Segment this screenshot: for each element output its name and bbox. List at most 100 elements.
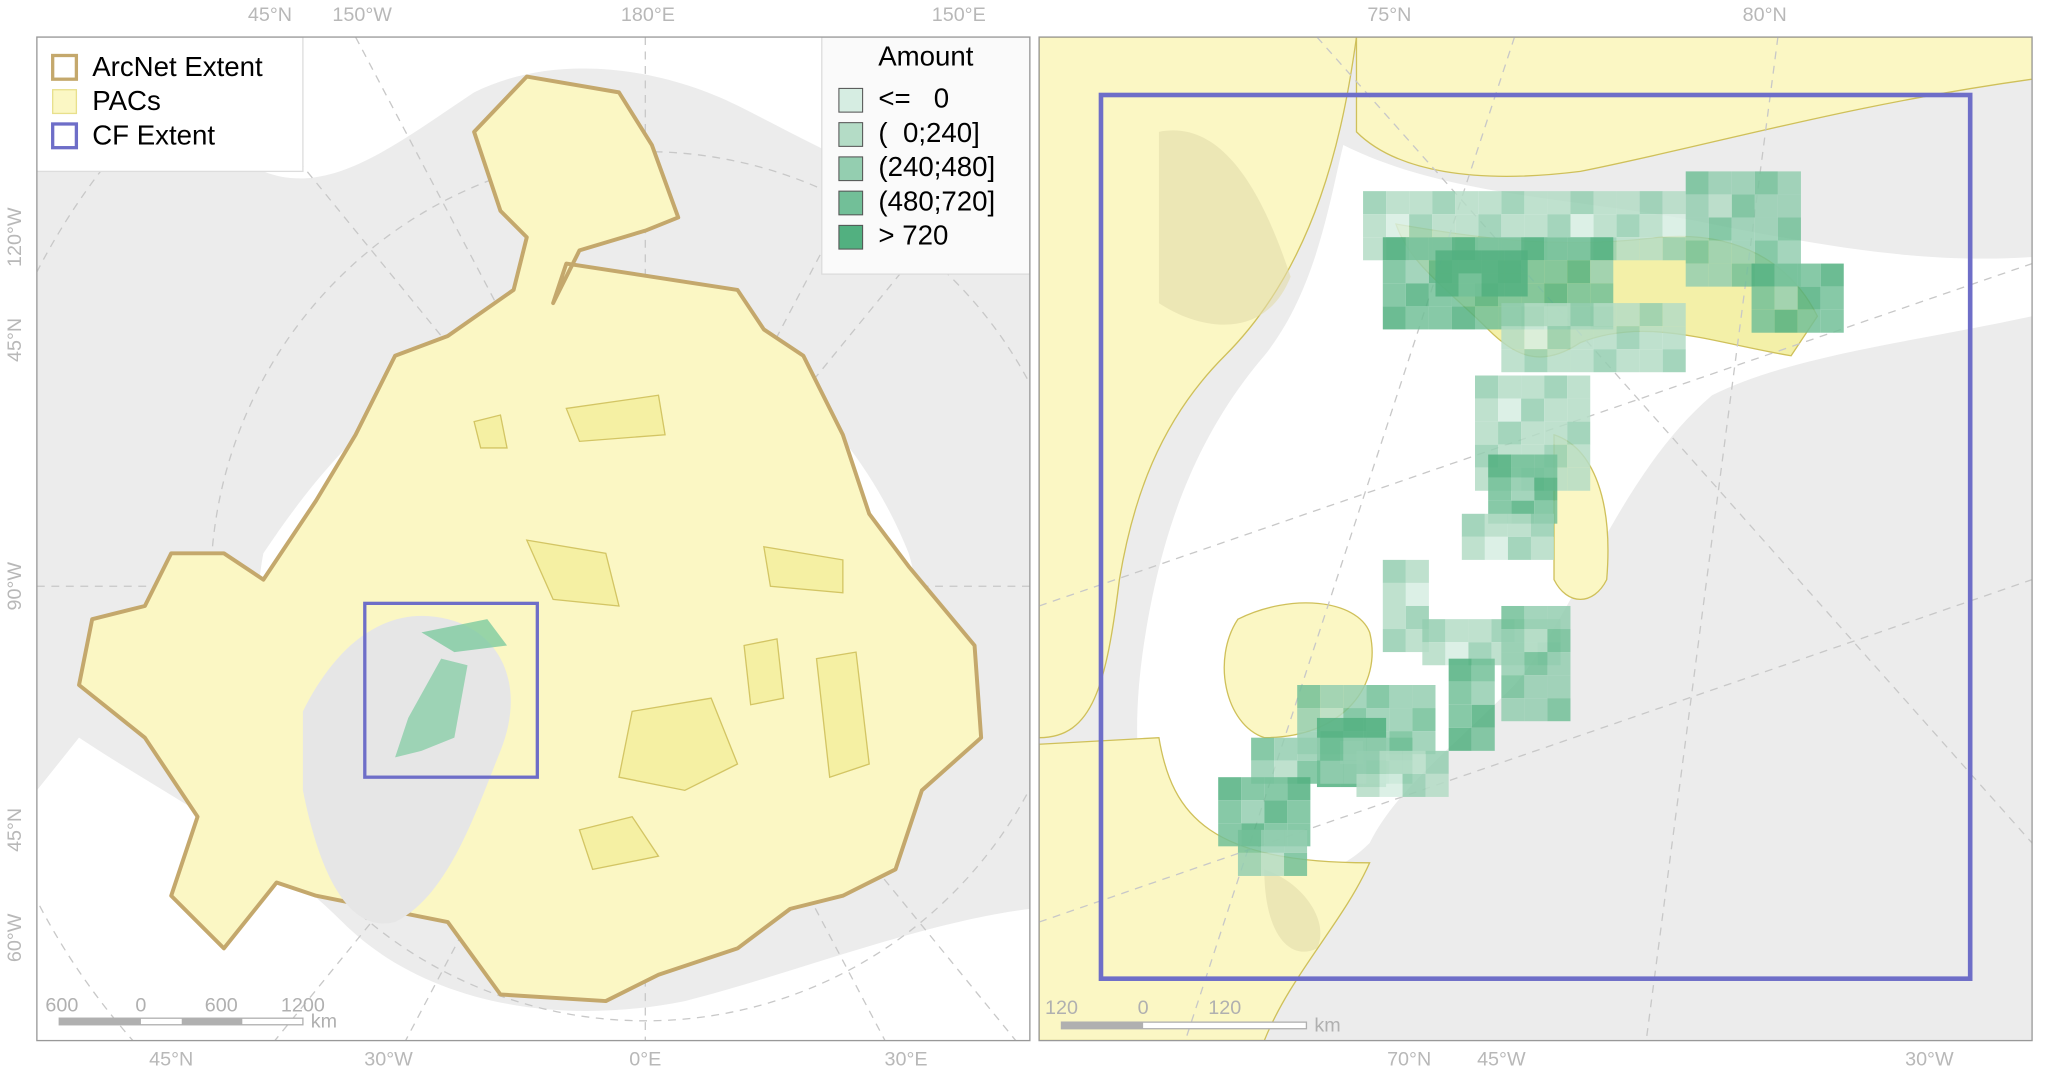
grid-cell: [1662, 214, 1686, 238]
grid-cell: [1435, 273, 1459, 297]
grid-cell: [1448, 704, 1472, 728]
grid-cell: [1488, 454, 1512, 478]
grid-cell: [1524, 303, 1548, 327]
grid-cell: [1567, 444, 1591, 468]
grid-cell: [1731, 194, 1755, 218]
grid-cell: [1820, 309, 1844, 333]
grid-cell: [1382, 629, 1406, 653]
grid-cell: [1797, 286, 1821, 310]
graticule-label: 30°W: [364, 1049, 413, 1071]
grid-cell: [1484, 536, 1508, 560]
grid-cell: [1481, 250, 1505, 274]
grid-cell: [1507, 513, 1531, 537]
legend-swatch: [838, 87, 864, 113]
legend-swatch: [838, 122, 864, 147]
grid-cell: [1475, 306, 1499, 330]
grid-cell: [1751, 286, 1775, 310]
grid-cell: [1379, 773, 1403, 797]
grid-cell: [1777, 240, 1801, 264]
grid-cell: [1363, 717, 1387, 741]
grid-cell: [1481, 273, 1505, 297]
grid-cell: [1425, 773, 1449, 797]
grid-cell: [1616, 303, 1640, 327]
grid-cell: [1544, 237, 1568, 261]
graticule-label: 45°N: [149, 1049, 193, 1071]
legend-label: ( 0;240]: [878, 117, 979, 148]
grid-cell: [1297, 737, 1321, 761]
grid-cell: [1488, 477, 1512, 501]
grid-cell: [1593, 349, 1617, 373]
grid-cell: [1616, 237, 1640, 261]
grid-cell: [1774, 286, 1798, 310]
graticule-label: 45°N: [248, 4, 292, 26]
grid-cell: [1797, 309, 1821, 333]
grid-cell: [1428, 306, 1452, 330]
grid-cell: [1662, 349, 1686, 373]
grid-cell: [1530, 513, 1555, 537]
grid-cell: [1590, 283, 1614, 307]
grid-cell: [1218, 823, 1242, 847]
grid-cell: [1405, 559, 1429, 583]
grid-cell: [1284, 829, 1308, 853]
grid-cell: [1448, 681, 1472, 705]
grid-cell: [1731, 171, 1755, 195]
grid-cell: [1731, 217, 1755, 241]
graticule-label: 120°W: [4, 207, 26, 267]
grid-cell: [1567, 467, 1591, 491]
grid-cell: [1567, 237, 1591, 261]
grid-cell: [1547, 605, 1571, 630]
grid-cell: [1754, 171, 1778, 195]
grid-cell: [1445, 619, 1469, 643]
left-map: ArcNet Extent PACs CF Extent Amount <= 0…: [36, 37, 1030, 1041]
grid-cell: [1356, 773, 1380, 797]
grid-cell: [1547, 629, 1571, 653]
scalebar-label: 600: [45, 995, 78, 1017]
grid-cell: [1320, 760, 1344, 784]
grid-cell: [1287, 800, 1311, 824]
grid-cell: [1639, 214, 1663, 238]
grid-cell: [1524, 349, 1548, 373]
grid-cell: [1593, 303, 1617, 327]
grid-cell: [1237, 852, 1261, 876]
graticule-label: 150°E: [932, 4, 986, 26]
grid-cell: [1590, 237, 1614, 261]
grid-cell: [1484, 513, 1508, 537]
grid-cell: [1544, 283, 1568, 307]
grid-cell: [1524, 698, 1548, 722]
grid-cell: [1777, 217, 1801, 241]
grid-cell: [1478, 191, 1502, 215]
grid-cell: [1511, 454, 1535, 478]
grid-cell: [1708, 240, 1732, 264]
grid-cell: [1409, 214, 1433, 238]
grid-cell: [1260, 852, 1285, 876]
scalebar: 120 0 120 km: [1045, 997, 1341, 1036]
legend-label: ArcNet Extent: [92, 51, 263, 82]
graticule-label: 30°E: [885, 1049, 928, 1071]
grid-cell: [1567, 421, 1591, 445]
grid-cell: [1777, 171, 1801, 195]
grid-cell: [1504, 273, 1528, 297]
grid-cell: [1363, 237, 1387, 261]
grid-cell: [1461, 513, 1485, 537]
grid-cell: [1708, 171, 1732, 195]
grid-cell: [1547, 675, 1571, 699]
graticule-label: 150°W: [332, 4, 392, 26]
scalebar-label: 600: [205, 995, 238, 1017]
grid-cell: [1471, 727, 1495, 751]
grid-cell: [1425, 750, 1449, 774]
grid-cell: [1662, 191, 1686, 215]
grid-cell: [1547, 214, 1571, 238]
grid-cell: [1320, 685, 1344, 709]
grid-cell: [1340, 717, 1364, 741]
grid-cell: [1501, 326, 1525, 350]
grid-cell: [1685, 263, 1709, 287]
graticule-label: 180°E: [621, 4, 675, 26]
grid-cell: [1570, 191, 1594, 215]
grid-cell: [1363, 191, 1387, 215]
grid-cell: [1570, 326, 1594, 350]
grid-cell: [1524, 629, 1548, 653]
graticule-label: 30°W: [1905, 1049, 1954, 1071]
grid-cell: [1662, 303, 1686, 327]
grid-cell: [1412, 731, 1436, 755]
legend-swatch: [838, 190, 864, 216]
